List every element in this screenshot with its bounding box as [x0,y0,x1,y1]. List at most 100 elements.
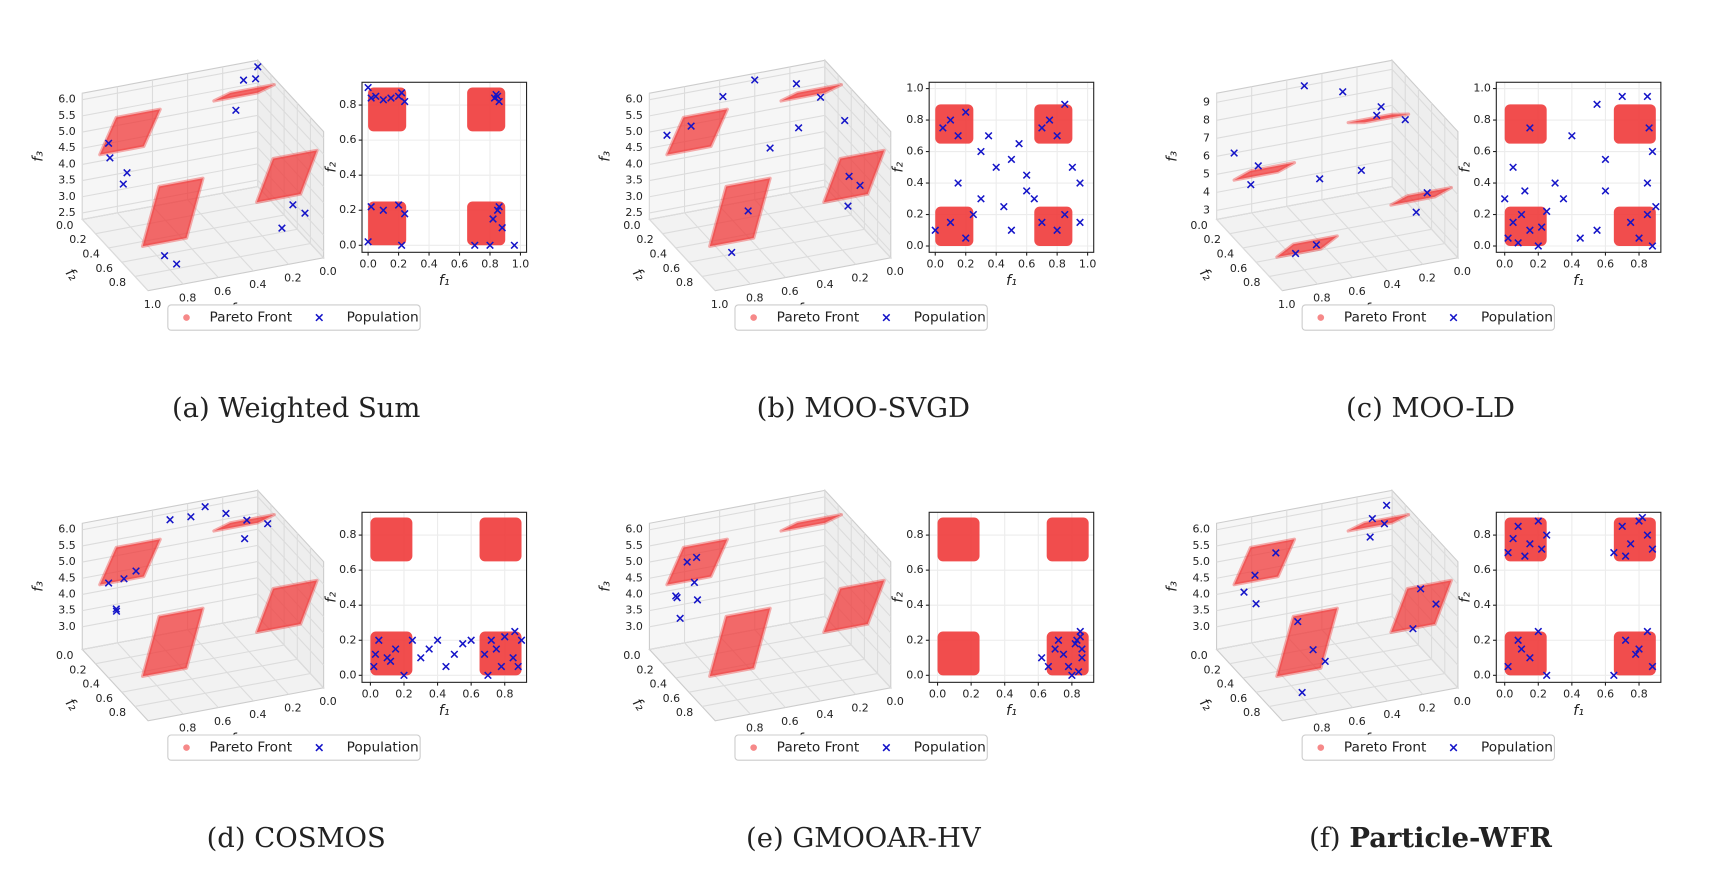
population-point [367,94,375,102]
y-tick-label: 0.6 [96,692,113,705]
population-point [458,639,467,648]
x-marker-stroke [315,313,324,322]
y-tick-label: 0.2 [339,633,356,646]
x-marker-stroke [1651,202,1660,211]
x-tick-label: 0.6 [1018,257,1035,270]
population-point [845,172,853,181]
population-point [1254,162,1263,170]
population-point [495,97,503,106]
x-tick-label: 0.0 [886,265,903,278]
y-axis-label: f₂ [62,696,81,714]
y-tick-label: 0.2 [1473,208,1490,221]
legend-swatch [315,313,324,322]
y-tick-label: 0.6 [1230,262,1247,275]
y-tick-label: 0.6 [1473,563,1490,576]
x-marker-stroke [1551,179,1559,187]
y-axis-label: f₂ [1458,162,1474,173]
legend-label: Pareto Front [210,740,293,756]
x-marker-stroke [492,645,501,653]
z-tick-label: 5.5 [58,109,75,122]
x-axis-label: f₁ [1573,273,1584,289]
population-point [112,605,121,613]
caption: (c) MOO-LD [1346,393,1515,424]
y-tick-label: 0.4 [650,248,667,261]
grid-line [121,533,298,693]
plot-2d: 0.0 0.2 0.4 0.6 0.8 0.0 0.2 0.4 0.6 0.8 1.0 f₁ f₂ [1458,82,1662,289]
x-marker-stroke [495,202,503,211]
y-axis-label: f₂ [323,162,339,173]
population-point [1601,155,1610,164]
population-point [1514,636,1522,645]
legend: Pareto Front Population [734,734,988,761]
grid-line [82,490,259,650]
x-marker-stroke [931,226,940,235]
grid-line [1255,103,1433,263]
x-marker-stroke [489,215,497,223]
population-point [278,224,286,232]
y-tick-label: 0.8 [676,706,693,719]
x-tick-label: 0.6 [1597,687,1614,700]
z-tick-label: 5 [1203,167,1210,180]
x-tick-label: 1.0 [1079,257,1096,270]
x-marker-stroke [1300,81,1309,90]
population-point [106,154,114,162]
z-tick-label: 3.5 [1193,604,1210,617]
pareto-surface [779,82,844,103]
population-point [201,502,209,511]
x-tick-label: 1.0 [512,257,529,270]
plot-3d: 2.53.03.54.04.55.05.56.01.00.80.60.40.20… [598,58,904,317]
z-tick-label: 5.5 [1193,539,1210,552]
x-tick-label: 0.4 [249,278,266,291]
population-point [1423,188,1432,197]
x-marker-stroke [1076,632,1085,641]
x-marker-stroke [844,202,852,210]
population-point [1372,111,1381,120]
x-tick-label: 0.8 [496,687,513,700]
x-marker-stroke [1521,552,1529,560]
population-point [1643,531,1652,539]
population-point [1368,514,1377,523]
x-marker-stroke [1051,645,1059,653]
x-marker-stroke [663,131,671,140]
population-point [160,251,169,260]
x-marker-stroke [1576,234,1585,242]
x-marker-stroke [1645,124,1653,132]
x-marker-stroke [954,131,962,140]
x-marker-stroke [1514,522,1522,531]
x-tick-label: 0.2 [284,272,301,285]
y-axis-label: f₂ [1458,592,1474,603]
x-marker-stroke [1366,533,1374,541]
population-point [1643,179,1652,187]
y-tick-label: 0.8 [339,98,356,111]
x-tick-label: 0.6 [1348,715,1365,728]
z-axis-label: f₃ [1165,151,1181,162]
x-marker-stroke [946,116,955,124]
population-point [492,90,500,99]
population-point [1593,100,1601,109]
x-marker-stroke [1648,242,1657,250]
z-tick-label: 5.5 [625,109,642,122]
z-tick-label: 3.0 [625,190,642,203]
x-marker-stroke [840,116,849,125]
y-axis-label: f₂ [890,162,906,173]
pareto-region [1034,104,1073,144]
pareto-region [368,201,407,246]
caption-name: Weighted Sum [218,393,420,424]
x-marker-stroke [794,124,803,132]
x-marker-stroke [1542,207,1551,216]
population-point [984,131,993,140]
population-point [1514,522,1522,531]
x-marker-stroke [1076,218,1084,227]
x-tick-label: 0.2 [851,272,868,285]
population-point [416,653,425,662]
x-marker-stroke [1610,548,1618,557]
population-point [1504,548,1512,557]
y-tick-label: 0.8 [906,528,923,541]
population-point [1293,617,1302,626]
x-marker-stroke [416,653,425,662]
x-marker-stroke [1076,179,1084,187]
z-tick-label: 9 [1203,95,1210,108]
pareto-surface [255,578,319,634]
y-tick-label: 0.2 [906,633,923,646]
population-point [744,207,752,215]
